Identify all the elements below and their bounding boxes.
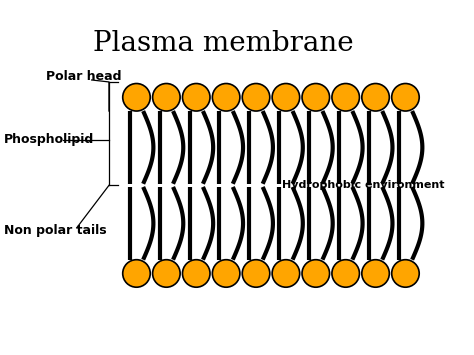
Circle shape: [272, 83, 300, 111]
Circle shape: [332, 260, 359, 287]
Circle shape: [123, 83, 150, 111]
Circle shape: [302, 83, 329, 111]
Circle shape: [362, 260, 389, 287]
Circle shape: [123, 260, 150, 287]
Circle shape: [362, 83, 389, 111]
Circle shape: [272, 260, 300, 287]
Circle shape: [392, 260, 419, 287]
Circle shape: [392, 83, 419, 111]
Circle shape: [212, 83, 240, 111]
Text: Hydrophobic environment: Hydrophobic environment: [282, 180, 445, 190]
Circle shape: [153, 83, 180, 111]
Text: Non polar tails: Non polar tails: [4, 224, 107, 237]
Circle shape: [182, 83, 210, 111]
Circle shape: [242, 83, 270, 111]
Circle shape: [302, 260, 329, 287]
Title: Plasma membrane: Plasma membrane: [93, 30, 353, 57]
Circle shape: [153, 260, 180, 287]
Circle shape: [332, 83, 359, 111]
Text: Polar head: Polar head: [46, 70, 121, 83]
Circle shape: [242, 260, 270, 287]
Circle shape: [182, 260, 210, 287]
Circle shape: [212, 260, 240, 287]
Text: Phospholipid: Phospholipid: [4, 133, 95, 146]
